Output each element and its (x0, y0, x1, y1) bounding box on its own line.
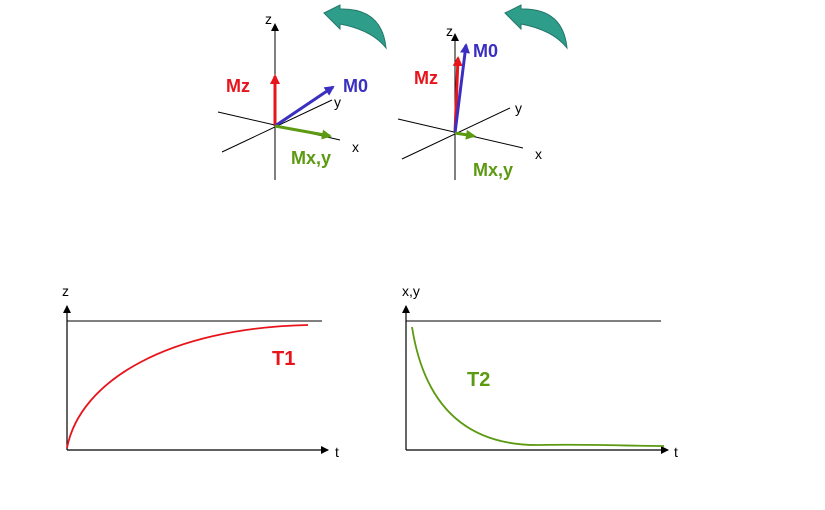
mxy-label: Mx,y (291, 148, 331, 168)
curved-arrow-icon (323, 4, 387, 50)
vector-diagram-left: z y x Mz M0 Mx,y (217, 4, 387, 180)
m0-label: M0 (473, 41, 498, 61)
vector-diagram-right: z y x Mz M0 Mx,y (397, 4, 568, 180)
t2-curve-label: T2 (467, 369, 490, 391)
mxy-vector (274, 124, 332, 140)
mz-label: Mz (226, 76, 250, 96)
t1-y-label: z (62, 283, 69, 299)
t2-x-label: t (674, 444, 678, 460)
curved-arrow-icon (504, 4, 568, 50)
y-axis-label: y (515, 100, 522, 116)
mxy-label: Mx,y (473, 160, 513, 180)
t1-graph: z t T1 (62, 283, 339, 460)
t2-decay-curve (411, 326, 665, 447)
mxy-vector (454, 129, 476, 140)
t1-x-label: t (335, 444, 339, 460)
x-axis-label: x (352, 139, 359, 155)
m0-vector (274, 85, 335, 128)
m0-vector (453, 43, 470, 134)
t2-graph: x,y t T2 (402, 283, 678, 460)
t1-curve-label: T1 (272, 348, 295, 370)
m0-label: M0 (343, 76, 368, 96)
z-axis-label: z (265, 11, 272, 27)
t1-recovery-curve (66, 324, 309, 449)
z-axis-label: z (446, 23, 453, 39)
t2-y-label: x,y (402, 283, 420, 299)
x-axis-label: x (535, 146, 542, 162)
y-axis-label: y (334, 94, 341, 110)
mz-label: Mz (414, 68, 438, 88)
